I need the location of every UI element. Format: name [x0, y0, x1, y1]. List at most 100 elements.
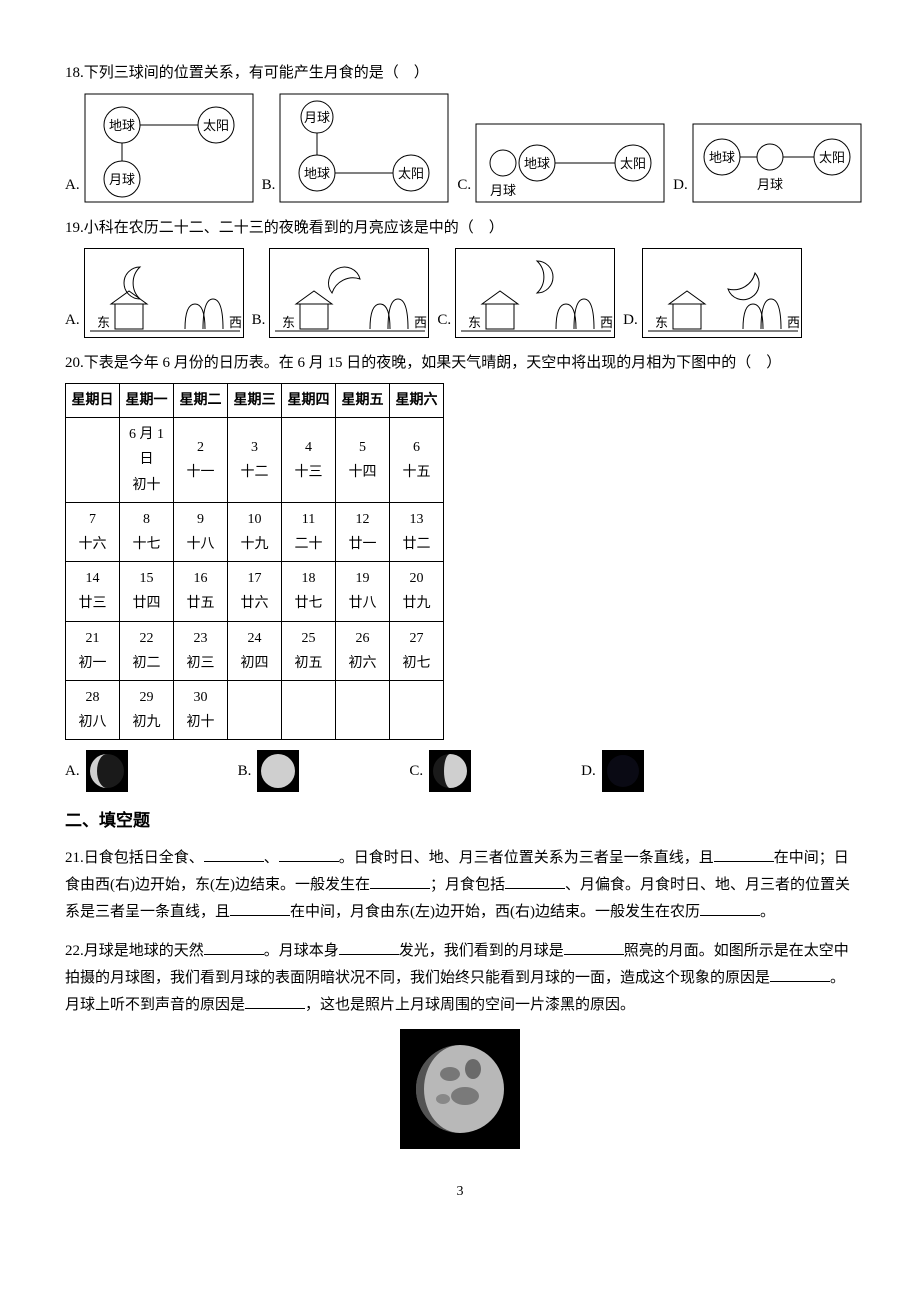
svg-text:太阳: 太阳 — [398, 166, 424, 181]
svg-text:西: 西 — [600, 315, 613, 330]
fill-blank[interactable] — [339, 940, 399, 955]
question-22: 22.月球是地球的天然。月球本身发光，我们看到的月球是照亮的月面。如图所示是在太… — [65, 938, 855, 1149]
calendar-cell-lunar: 初八 — [68, 710, 117, 735]
question-text-fragment: 22.月球是地球的天然 — [65, 943, 204, 959]
question-21: 21.日食包括日全食、、。日食时日、地、月三者位置关系为三者呈一条直线，且在中间… — [65, 845, 855, 926]
calendar-cell-date: 26 — [338, 626, 387, 651]
calendar-cell: 12廿一 — [336, 502, 390, 561]
fill-blank[interactable] — [245, 994, 305, 1009]
q19-scene-b: 东 西 — [269, 248, 429, 338]
calendar-header-cell: 星期二 — [174, 384, 228, 418]
svg-text:月球: 月球 — [109, 172, 135, 187]
calendar-cell-lunar: 廿一 — [338, 532, 387, 557]
fill-blank[interactable] — [770, 967, 830, 982]
calendar-cell: 8十七 — [120, 502, 174, 561]
calendar-cell-date: 4 — [284, 435, 333, 460]
calendar-cell-date: 6 — [392, 435, 441, 460]
calendar-cell-date: 15 — [122, 566, 171, 591]
calendar-cell-lunar: 十九 — [230, 532, 279, 557]
calendar-cell: 25初五 — [282, 621, 336, 680]
calendar-cell-lunar: 廿四 — [122, 591, 171, 616]
fill-blank[interactable] — [370, 874, 430, 889]
q19-scene-d: 东 西 — [642, 248, 802, 338]
calendar-cell: 5十四 — [336, 418, 390, 503]
svg-text:西: 西 — [414, 315, 427, 330]
q18-opt-d-label: D. — [673, 172, 688, 199]
svg-text:月球: 月球 — [304, 110, 330, 125]
fill-blank[interactable] — [204, 847, 264, 862]
calendar-cell: 20廿九 — [390, 562, 444, 621]
calendar-cell: 30初十 — [174, 680, 228, 739]
fill-blank[interactable] — [279, 847, 339, 862]
calendar-body: 6 月 1 日初十2十一3十二4十三5十四6十五7十六8十七9十八10十九11二… — [66, 418, 444, 740]
calendar-cell: 11二十 — [282, 502, 336, 561]
q22-body: 22.月球是地球的天然。月球本身发光，我们看到的月球是照亮的月面。如图所示是在太… — [65, 943, 849, 1013]
calendar-cell-lunar: 初二 — [122, 651, 171, 676]
question-text-fragment: 。月球本身 — [264, 943, 339, 959]
question-20: 20.下表是今年 6 月份的日历表。在 6 月 15 日的夜晚，如果天气晴朗，天… — [65, 350, 855, 792]
q18-diagram-a: 地球 太阳 月球 — [84, 93, 254, 203]
svg-text:月球: 月球 — [757, 177, 783, 192]
q18-diagram-c: 地球 太阳 月球 — [475, 123, 665, 203]
calendar-cell-date: 6 月 1 日 — [122, 422, 171, 472]
calendar-cell-lunar: 廿三 — [68, 591, 117, 616]
calendar-cell-lunar: 十七 — [122, 532, 171, 557]
svg-text:西: 西 — [229, 315, 242, 330]
fill-blank[interactable] — [505, 874, 565, 889]
q20-opt-b-label: B. — [238, 758, 252, 785]
q19-option-c: C. 东 西 — [437, 248, 615, 338]
fill-blank[interactable] — [564, 940, 624, 955]
svg-text:地球: 地球 — [709, 150, 735, 165]
question-text-fragment: 。 — [760, 904, 775, 920]
calendar-cell-lunar: 十一 — [176, 460, 225, 485]
q19-opt-a-label: A. — [65, 307, 80, 334]
question-text-fragment: 、 — [264, 850, 279, 866]
q18-options-row: A. 地球 太阳 月球 B. 月球 地球 — [65, 93, 855, 203]
calendar-header-cell: 星期三 — [228, 384, 282, 418]
calendar-cell: 19廿八 — [336, 562, 390, 621]
calendar-cell: 10十九 — [228, 502, 282, 561]
fill-blank[interactable] — [700, 901, 760, 916]
question-text-fragment: 在中间，月食由东(左)边开始，西(右)边结束。一般发生在农历 — [290, 904, 700, 920]
fill-blank[interactable] — [714, 847, 774, 862]
svg-text:地球: 地球 — [109, 118, 135, 133]
calendar-row: 14廿三15廿四16廿五17廿六18廿七19廿八20廿九 — [66, 562, 444, 621]
fill-blank[interactable] — [204, 940, 264, 955]
calendar-cell-lunar: 廿六 — [230, 591, 279, 616]
calendar-cell-lunar: 十四 — [338, 460, 387, 485]
svg-text:西: 西 — [787, 315, 800, 330]
q18-opt-b-label: B. — [262, 172, 276, 199]
calendar-cell-lunar: 初一 — [68, 651, 117, 676]
calendar-cell-lunar: 廿二 — [392, 532, 441, 557]
fill-blank[interactable] — [230, 901, 290, 916]
calendar-cell-lunar: 初三 — [176, 651, 225, 676]
svg-text:太阳: 太阳 — [620, 156, 646, 171]
calendar-cell: 26初六 — [336, 621, 390, 680]
calendar-cell-lunar: 十八 — [176, 532, 225, 557]
calendar-cell-lunar: 初十 — [176, 710, 225, 735]
q20-option-d: D. — [581, 750, 644, 792]
calendar-cell-date: 9 — [176, 507, 225, 532]
q20-option-a: A. — [65, 750, 128, 792]
calendar-cell — [336, 680, 390, 739]
question-18-text: 18.下列三球间的位置关系，有可能产生月食的是（ ） — [65, 60, 855, 87]
moon-phase-icon-d — [602, 750, 644, 792]
calendar-cell-lunar: 廿五 — [176, 591, 225, 616]
calendar-cell: 4十三 — [282, 418, 336, 503]
q18-option-b: B. 月球 地球 太阳 — [262, 93, 450, 203]
q21-body: 21.日食包括日全食、、。日食时日、地、月三者位置关系为三者呈一条直线，且在中间… — [65, 850, 850, 920]
calendar-header-cell: 星期一 — [120, 384, 174, 418]
calendar-row: 6 月 1 日初十2十一3十二4十三5十四6十五 — [66, 418, 444, 503]
calendar-cell: 6 月 1 日初十 — [120, 418, 174, 503]
q20-options-row: A. B. C. D. — [65, 750, 855, 792]
calendar-cell: 15廿四 — [120, 562, 174, 621]
calendar-cell: 2十一 — [174, 418, 228, 503]
q19-option-a: A. 东 西 — [65, 248, 244, 338]
q19-option-b: B. 东 西 — [252, 248, 430, 338]
q18-opt-c-label: C. — [457, 172, 471, 199]
calendar-row: 28初八29初九30初十 — [66, 680, 444, 739]
question-text-fragment: 21.日食包括日全食、 — [65, 850, 204, 866]
q19-opt-d-label: D. — [623, 307, 638, 334]
calendar-cell-date: 2 — [176, 435, 225, 460]
q20-opt-a-label: A. — [65, 758, 80, 785]
